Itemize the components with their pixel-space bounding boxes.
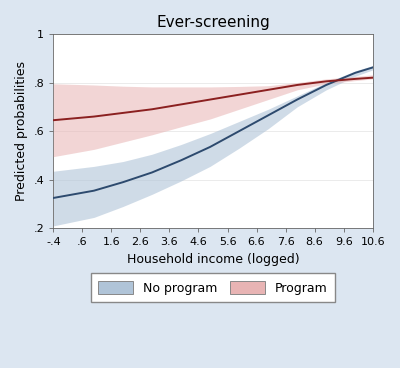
- X-axis label: Household income (logged): Household income (logged): [127, 253, 299, 266]
- Legend: No program, Program: No program, Program: [91, 273, 335, 302]
- Y-axis label: Predicted probabilities: Predicted probabilities: [15, 61, 28, 201]
- Title: Ever-screening: Ever-screening: [156, 15, 270, 30]
